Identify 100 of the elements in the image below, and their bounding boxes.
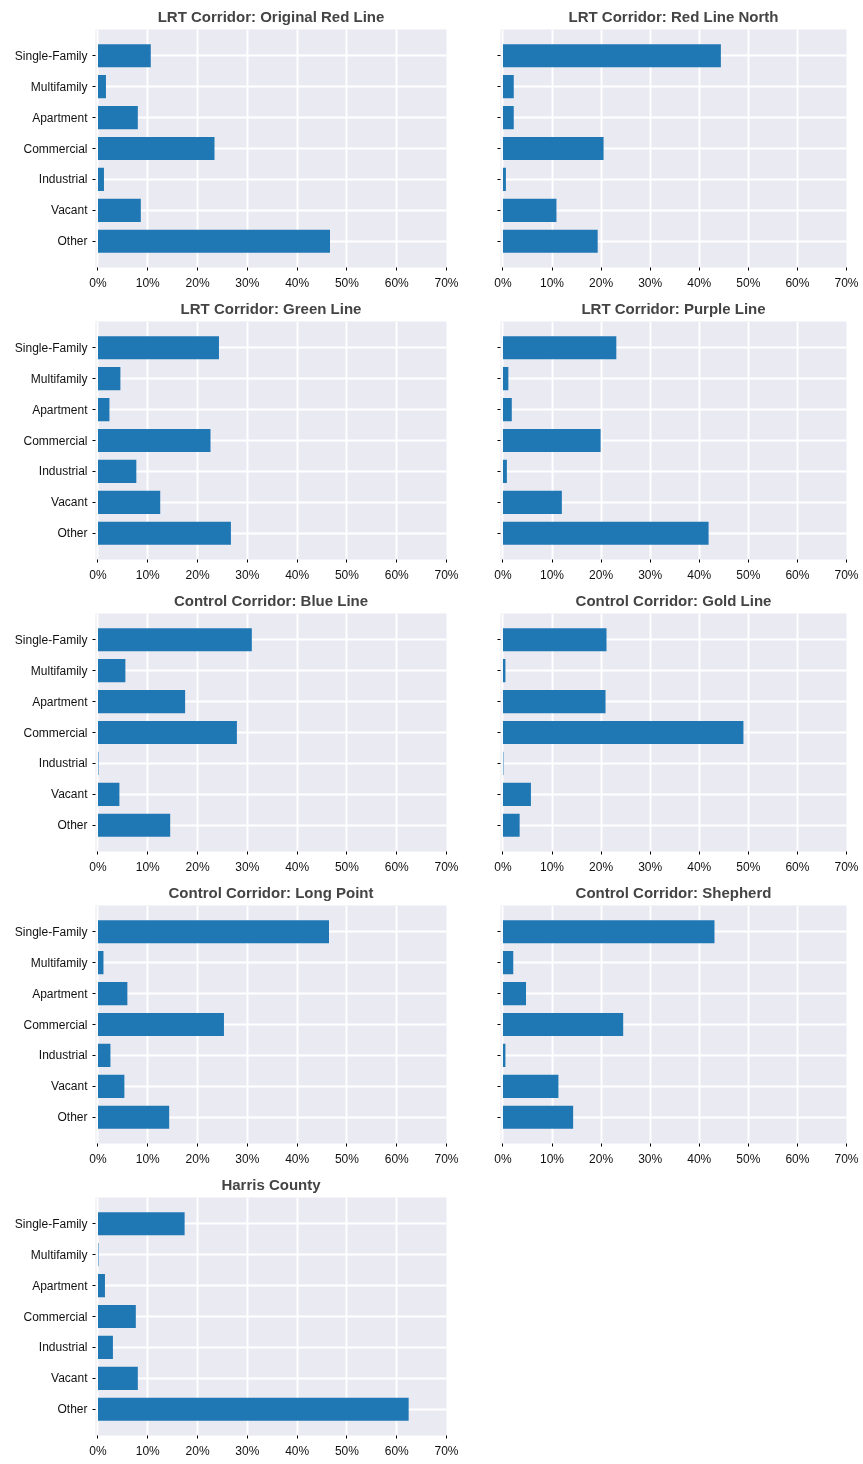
x-tick-label: 30% <box>235 275 260 290</box>
x-tick-label: 10% <box>540 859 565 874</box>
bar <box>97 1212 185 1236</box>
x-tick-label: 10% <box>540 567 565 582</box>
x-tick-label: 40% <box>285 567 310 582</box>
bar <box>502 75 514 99</box>
y-tick-label: Apartment <box>32 694 89 709</box>
y-tick-label: Industrial <box>38 756 88 771</box>
x-tick-label: 30% <box>235 1443 260 1458</box>
y-tick-label: Multifamily <box>30 371 88 386</box>
bar <box>97 167 104 191</box>
bar <box>97 1074 125 1098</box>
bar <box>502 198 557 222</box>
x-tick-label: 60% <box>785 1151 810 1166</box>
x-tick-label: 40% <box>687 1151 712 1166</box>
y-tick-label: Apartment <box>32 1278 89 1293</box>
bar <box>97 459 137 483</box>
bar <box>97 659 126 683</box>
x-tick-label: 50% <box>334 1151 360 1166</box>
y-tick-label: Other <box>57 1110 88 1125</box>
x-tick-label: 0% <box>494 567 512 582</box>
x-tick-label: 70% <box>834 275 859 290</box>
bar <box>97 982 128 1006</box>
bar <box>97 1105 170 1129</box>
x-tick-label: 30% <box>638 275 663 290</box>
x-tick-label: 30% <box>235 567 260 582</box>
bar <box>502 44 721 68</box>
bar <box>97 136 215 161</box>
x-tick-label: 10% <box>135 1443 161 1458</box>
y-tick-label: Industrial <box>38 464 88 479</box>
y-tick-label: Apartment <box>32 402 89 417</box>
chart-title: LRT Corridor: Purple Line <box>581 299 766 317</box>
x-tick-label: 0% <box>494 275 512 290</box>
x-tick-label: 50% <box>736 859 761 874</box>
bar <box>502 982 527 1006</box>
x-tick-label: 60% <box>384 1151 410 1166</box>
bar <box>97 1304 136 1329</box>
y-tick-label: Vacant <box>51 1371 89 1386</box>
x-tick-label: 10% <box>135 1151 161 1166</box>
bar <box>97 690 186 714</box>
bar <box>97 782 120 806</box>
y-tick-label: Other <box>57 818 88 833</box>
x-tick-label: 40% <box>285 859 310 874</box>
bar <box>97 720 237 745</box>
y-tick-label: Commercial <box>23 1017 88 1032</box>
x-tick-label: 30% <box>638 859 663 874</box>
x-tick-label: 30% <box>638 567 663 582</box>
x-tick-label: 60% <box>384 567 410 582</box>
x-tick-label: 30% <box>235 859 260 874</box>
x-tick-label: 60% <box>785 859 810 874</box>
x-tick-label: 0% <box>89 275 107 290</box>
bar <box>97 1012 224 1037</box>
bar <box>97 398 110 422</box>
x-tick-label: 20% <box>185 275 210 290</box>
bar <box>502 920 715 944</box>
y-tick-label: Vacant <box>51 495 89 510</box>
x-tick-label: 20% <box>589 275 614 290</box>
bar <box>97 951 104 975</box>
chart-title: LRT Corridor: Green Line <box>180 299 362 317</box>
x-tick-label: 20% <box>185 1151 210 1166</box>
chart-title: Control Corridor: Blue Line <box>173 591 369 609</box>
bar <box>502 521 709 545</box>
y-tick-label: Other <box>57 234 88 249</box>
x-tick-label: 70% <box>434 275 459 290</box>
y-tick-label: Apartment <box>32 986 89 1001</box>
bar <box>97 229 330 253</box>
chart-title: Control Corridor: Long Point <box>168 883 374 901</box>
bar <box>97 44 151 68</box>
bar <box>502 628 607 652</box>
bar <box>97 1335 113 1359</box>
x-tick-label: 40% <box>687 567 712 582</box>
y-tick-label: Multifamily <box>30 1247 88 1262</box>
bar <box>502 398 512 422</box>
bar <box>502 720 744 745</box>
x-tick-label: 10% <box>135 567 161 582</box>
chart-title: LRT Corridor: Red Line North <box>568 7 779 25</box>
bar <box>97 1043 111 1067</box>
chart-title: Harris County <box>221 1175 322 1193</box>
x-tick-label: 50% <box>334 567 360 582</box>
x-tick-label: 0% <box>89 1151 107 1166</box>
x-tick-label: 50% <box>736 275 761 290</box>
x-tick-label: 70% <box>834 567 859 582</box>
x-tick-label: 0% <box>494 859 512 874</box>
x-tick-label: 50% <box>736 567 761 582</box>
y-tick-label: Vacant <box>51 1079 89 1094</box>
bar <box>97 920 329 944</box>
chart-title: Control Corridor: Shepherd <box>575 883 772 901</box>
x-tick-label: 40% <box>687 859 712 874</box>
y-tick-label: Multifamily <box>30 663 88 678</box>
x-tick-label: 0% <box>89 567 107 582</box>
chart-title: Control Corridor: Gold Line <box>575 591 772 609</box>
bar <box>97 1397 409 1421</box>
x-tick-label: 60% <box>785 275 810 290</box>
x-tick-label: 20% <box>185 1443 210 1458</box>
x-tick-label: 20% <box>185 859 210 874</box>
x-tick-label: 60% <box>384 1443 410 1458</box>
bar <box>502 490 562 514</box>
bar <box>97 106 138 130</box>
x-tick-label: 50% <box>334 859 360 874</box>
bar <box>502 1105 574 1129</box>
